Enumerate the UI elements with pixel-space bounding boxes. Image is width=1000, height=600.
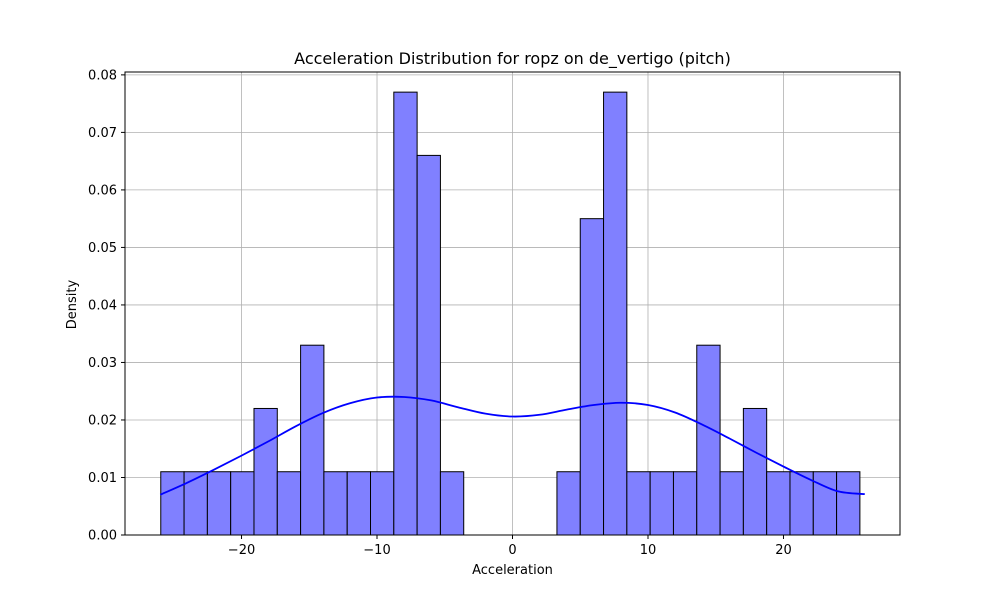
histogram-bar xyxy=(300,344,325,536)
histogram-bar xyxy=(672,471,698,536)
y-tick-label: 0.01 xyxy=(88,471,117,486)
histogram-bar xyxy=(789,471,814,536)
histogram-bar xyxy=(416,154,441,536)
histogram-bar xyxy=(253,407,278,536)
kde-curve-group xyxy=(159,395,865,496)
histogram-bar xyxy=(439,471,465,536)
grid xyxy=(125,72,900,536)
histogram-bar xyxy=(370,471,395,536)
histogram-bar xyxy=(696,344,721,536)
kde-curve xyxy=(159,395,865,496)
x-tick-label: 20 xyxy=(775,543,792,558)
histogram-bar xyxy=(276,471,302,536)
histogram-bar xyxy=(579,218,605,536)
histogram-bar xyxy=(160,471,185,536)
histogram-bar xyxy=(742,407,768,536)
x-tick-label: 0 xyxy=(508,543,516,558)
histogram-bar xyxy=(812,471,838,536)
axis-ticks: −20 −10 0 10 20 0.00 0.01 0.02 0.03 0.04 0.05 0.06 0… xyxy=(88,68,792,558)
histogram-bar xyxy=(393,91,418,536)
histogram-bar xyxy=(183,471,208,536)
histogram-bar xyxy=(836,471,861,536)
histogram-bar xyxy=(556,471,581,536)
histogram-bar xyxy=(603,91,628,536)
histogram-bar xyxy=(649,471,674,536)
histogram-bar xyxy=(206,471,232,536)
y-tick-label: 0.06 xyxy=(88,183,117,198)
y-axis-label: Density xyxy=(65,279,80,329)
chart-title: Acceleration Distribution for ropz on de… xyxy=(294,49,731,69)
histogram-bar xyxy=(719,471,744,536)
histogram-bar xyxy=(766,471,791,536)
x-tick-label: 10 xyxy=(640,543,657,558)
histogram-bar xyxy=(323,471,348,536)
histogram-bar xyxy=(626,471,651,536)
histogram-bar xyxy=(346,471,372,536)
y-tick-label: 0.08 xyxy=(88,68,117,83)
x-axis-label: Acceleration xyxy=(472,563,553,578)
y-tick-label: 0.05 xyxy=(88,241,117,256)
x-tick-label: −20 xyxy=(228,543,255,558)
y-tick-label: 0.07 xyxy=(88,126,117,141)
y-tick-label: 0.00 xyxy=(88,529,117,544)
y-tick-label: 0.03 xyxy=(88,356,117,371)
y-tick-label: 0.04 xyxy=(88,298,117,313)
histogram-bar xyxy=(230,471,255,536)
x-tick-label: −10 xyxy=(363,543,390,558)
y-tick-label: 0.02 xyxy=(88,413,117,428)
